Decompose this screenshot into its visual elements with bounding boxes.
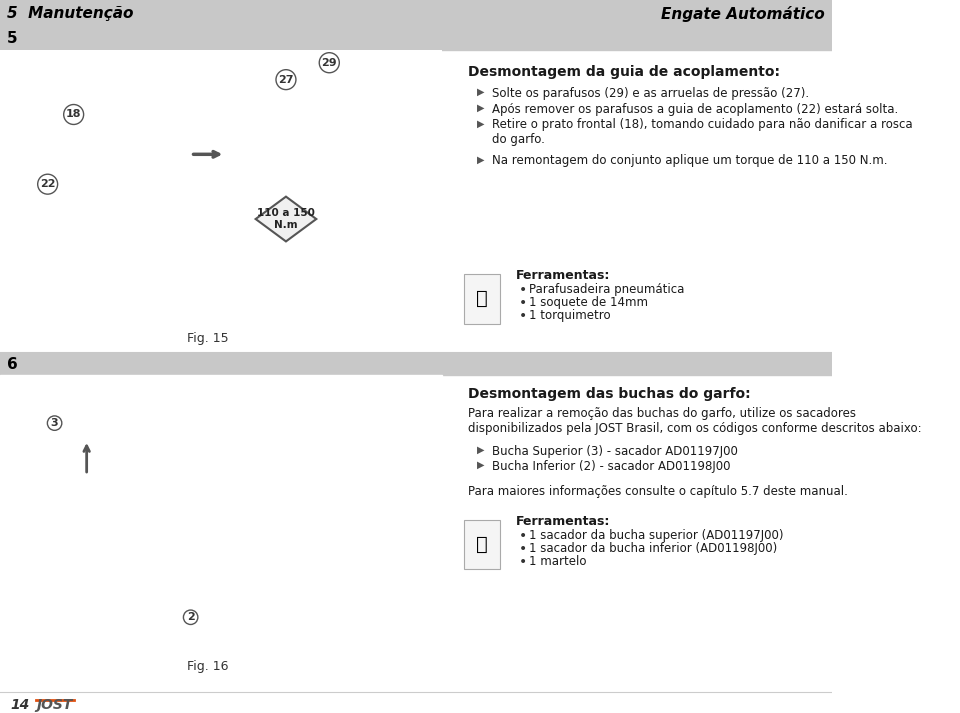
Text: 🔧: 🔧	[476, 289, 488, 308]
Text: Para realizar a remoção das buchas do garfo, utilize os sacadores
disponibilizad: Para realizar a remoção das buchas do ga…	[468, 407, 922, 435]
Text: ▶: ▶	[476, 445, 484, 455]
Text: Retire o prato frontal (18), tomando cuidado para não danificar a rosca
do garfo: Retire o prato frontal (18), tomando cui…	[492, 118, 913, 146]
Text: •: •	[519, 542, 527, 555]
Text: ▶: ▶	[476, 86, 484, 97]
Text: Bucha Superior (3) - sacador AD01197J00: Bucha Superior (3) - sacador AD01197J00	[492, 445, 738, 458]
Text: Parafusadeira pneumática: Parafusadeira pneumática	[530, 283, 684, 296]
Text: ▶: ▶	[476, 460, 484, 470]
Text: 22: 22	[40, 179, 56, 189]
Text: •: •	[519, 283, 527, 297]
Text: Na remontagem do conjunto aplique um torque de 110 a 150 N.m.: Na remontagem do conjunto aplique um tor…	[492, 154, 888, 168]
Text: 1 sacador da bucha inferior (AD01198J00): 1 sacador da bucha inferior (AD01198J00)	[530, 542, 778, 555]
Text: ▶: ▶	[476, 103, 484, 113]
Text: Desmontagem da guia de acoplamento:: Desmontagem da guia de acoplamento:	[468, 65, 780, 78]
Text: •: •	[519, 296, 527, 309]
Text: Engate Automático: Engate Automático	[661, 6, 825, 22]
Text: 1 torquimetro: 1 torquimetro	[530, 309, 612, 322]
Text: 27: 27	[278, 75, 294, 85]
Text: 6: 6	[7, 357, 17, 372]
Text: Fig. 16: Fig. 16	[187, 660, 228, 672]
Text: Ferramentas:: Ferramentas:	[516, 269, 610, 282]
Bar	[464, 520, 500, 570]
Polygon shape	[255, 197, 316, 242]
Bar	[0, 354, 832, 375]
Text: 🔧: 🔧	[476, 535, 488, 554]
Text: ▶: ▶	[476, 154, 484, 164]
Text: 1 martelo: 1 martelo	[530, 555, 587, 568]
Text: 14: 14	[11, 698, 30, 712]
Text: •: •	[519, 309, 527, 322]
Text: 1 sacador da bucha superior (AD01197J00): 1 sacador da bucha superior (AD01197J00)	[530, 528, 784, 542]
Text: 5  Manutenção: 5 Manutenção	[7, 6, 133, 21]
Bar	[0, 0, 832, 28]
Text: Para maiores informações consulte o capítulo 5.7 deste manual.: Para maiores informações consulte o capí…	[468, 485, 848, 498]
Text: 2: 2	[187, 612, 195, 622]
Text: Desmontagem das buchas do garfo:: Desmontagem das buchas do garfo:	[468, 387, 751, 401]
Text: 1 soquete de 14mm: 1 soquete de 14mm	[530, 296, 648, 309]
Text: 5: 5	[7, 31, 17, 46]
Bar	[464, 274, 500, 324]
Text: •: •	[519, 555, 527, 568]
Text: ▶: ▶	[476, 118, 484, 128]
Text: JOST: JOST	[36, 698, 73, 712]
Text: Ferramentas:: Ferramentas:	[516, 515, 610, 528]
Bar	[0, 28, 832, 50]
Text: 29: 29	[322, 58, 337, 68]
Text: •: •	[519, 528, 527, 543]
Bar	[0, 375, 442, 684]
Text: 110 a 150
N.m: 110 a 150 N.m	[257, 208, 315, 230]
Text: 18: 18	[66, 110, 82, 120]
Text: Solte os parafusos (29) e as arruelas de pressão (27).: Solte os parafusos (29) e as arruelas de…	[492, 86, 809, 100]
Bar	[0, 50, 442, 349]
Text: Após remover os parafusos a guia de acoplamento (22) estará solta.: Após remover os parafusos a guia de acop…	[492, 103, 899, 116]
Text: 3: 3	[51, 418, 59, 428]
Text: Fig. 15: Fig. 15	[187, 332, 228, 345]
Text: Bucha Inferior (2) - sacador AD01198J00: Bucha Inferior (2) - sacador AD01198J00	[492, 460, 731, 473]
